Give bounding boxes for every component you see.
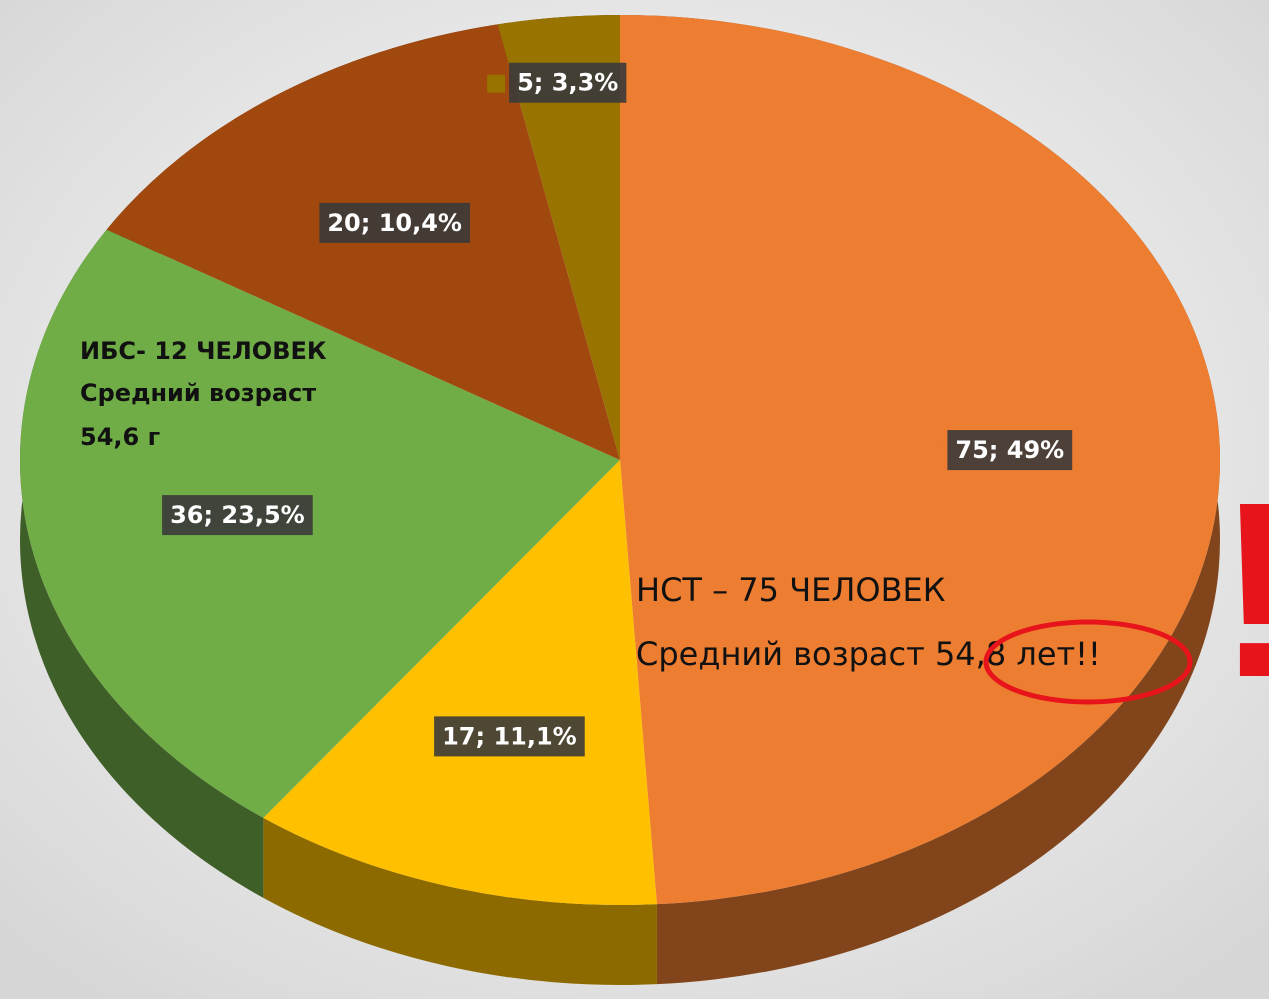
slice	[497, 15, 620, 460]
data-label-bg	[162, 495, 313, 536]
data-label-text: 5; 3,3%	[517, 69, 618, 97]
annotation: ИБС- 12 ЧЕЛОВЕК	[80, 337, 327, 365]
data-label: 17; 11,1%	[412, 716, 585, 757]
data-label-text: 17; 11,1%	[442, 722, 577, 750]
exclamation: !	[1216, 450, 1269, 729]
legend-key	[487, 74, 506, 93]
data-label-text: 75; 49%	[955, 436, 1064, 464]
slice	[620, 15, 1220, 905]
legend-key	[140, 507, 159, 526]
data-label-bg	[947, 430, 1073, 471]
data-label: 5; 3,3%	[487, 62, 627, 103]
legend-key	[925, 442, 944, 461]
slice	[19, 229, 620, 818]
legend-key	[412, 728, 431, 747]
annotation: Средний возраст	[80, 379, 316, 407]
legend-key	[297, 214, 316, 233]
data-label-bg	[509, 62, 627, 103]
data-label: 20; 10,4%	[297, 202, 470, 243]
highlight-ellipse	[983, 619, 1193, 705]
slice	[263, 460, 657, 905]
annotation: 54,6 г	[80, 423, 160, 451]
data-label-text: 36; 23,5%	[170, 501, 305, 529]
slice-side	[263, 817, 657, 986]
annotation: НСТ – 75 ЧЕЛОВЕК	[636, 571, 946, 609]
data-label: 75; 49%	[925, 430, 1073, 471]
data-label-bg	[319, 202, 470, 243]
data-label-bg	[434, 716, 585, 757]
annotation: Средний возраст 54,8 лет!!	[636, 635, 1101, 673]
labels: 75; 49% 17; 11,1% 36; 23,5% 20; 10,4% 5; 3,3…	[140, 62, 1073, 757]
data-label: 36; 23,5%	[140, 495, 313, 536]
slice-side	[19, 229, 264, 898]
data-label-text: 20; 10,4%	[327, 209, 462, 237]
